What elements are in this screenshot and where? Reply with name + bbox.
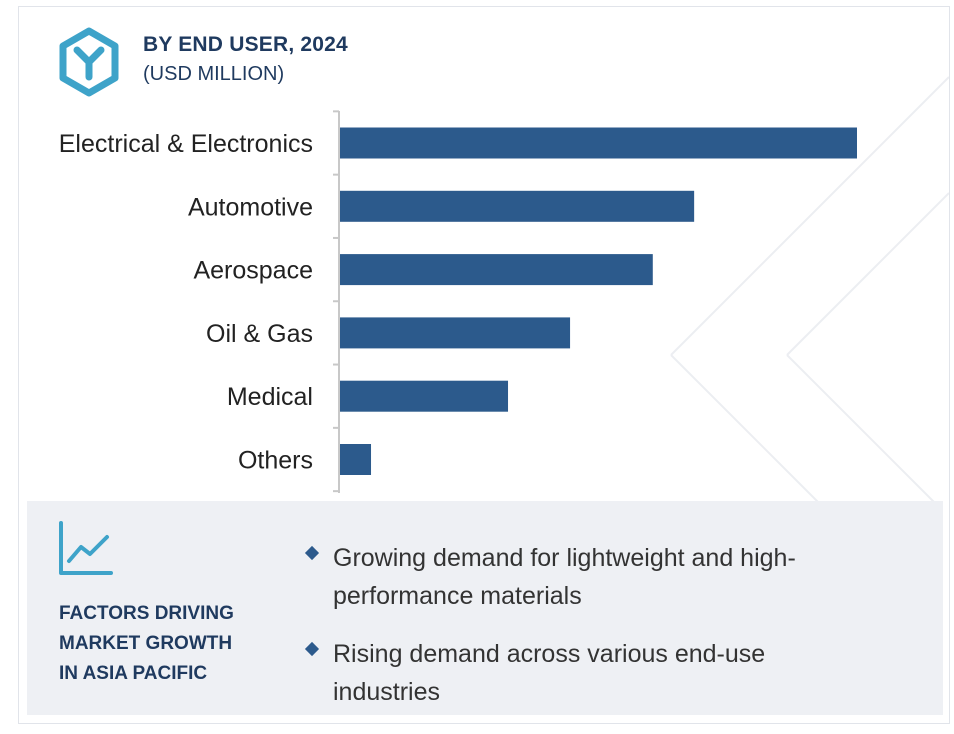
diamond-bullet-icon (304, 641, 320, 657)
bar (340, 444, 372, 475)
bar (340, 190, 695, 222)
factors-title-line: MARKET GROWTH (59, 633, 233, 654)
bullet-line: performance materials (333, 582, 582, 610)
trend-line-chart-icon (59, 521, 113, 575)
hexagon-y-logo-icon (59, 27, 119, 97)
bar (340, 380, 509, 412)
factors-list: Growing demand for lightweight and high-… (303, 539, 923, 723)
chart-card: BY END USER, 2024 (USD MILLION) Electric… (18, 6, 950, 724)
chart-title: BY END USER, 2024 (143, 33, 348, 56)
factors-title-line: FACTORS DRIVING (59, 603, 234, 624)
list-item: Rising demand across various end-use ind… (303, 635, 923, 711)
list-item: Growing demand for lightweight and high-… (303, 539, 923, 615)
bullet-line: Rising demand across various end-use (333, 640, 766, 668)
bullet-text: Growing demand for lightweight and high-… (333, 539, 923, 615)
category-label: Oil & Gas (206, 320, 313, 348)
bar (340, 127, 857, 159)
background-decoration (670, 76, 949, 504)
bullet-text: Rising demand across various end-use ind… (333, 635, 923, 711)
chart-subtitle: (USD MILLION) (143, 63, 285, 85)
factors-title: FACTORS DRIVING MARKET GROWTH IN ASIA PA… (59, 599, 279, 689)
category-label: Others (238, 447, 313, 475)
category-label: Aerospace (193, 257, 313, 285)
category-label: Automotive (188, 193, 313, 221)
bullet-line: industries (333, 678, 440, 706)
bar (340, 254, 653, 286)
bar (340, 317, 571, 349)
diamond-bullet-icon (304, 545, 320, 561)
bullet-line: Growing demand for lightweight and high- (333, 544, 796, 572)
factors-title-line: IN ASIA PACIFIC (59, 663, 208, 684)
factors-panel: FACTORS DRIVING MARKET GROWTH IN ASIA PA… (27, 501, 943, 715)
category-label: Electrical & Electronics (59, 130, 313, 158)
category-label: Medical (227, 383, 313, 411)
bar-chart: Electrical & Electronics Automotive Aerosp… (59, 110, 857, 493)
